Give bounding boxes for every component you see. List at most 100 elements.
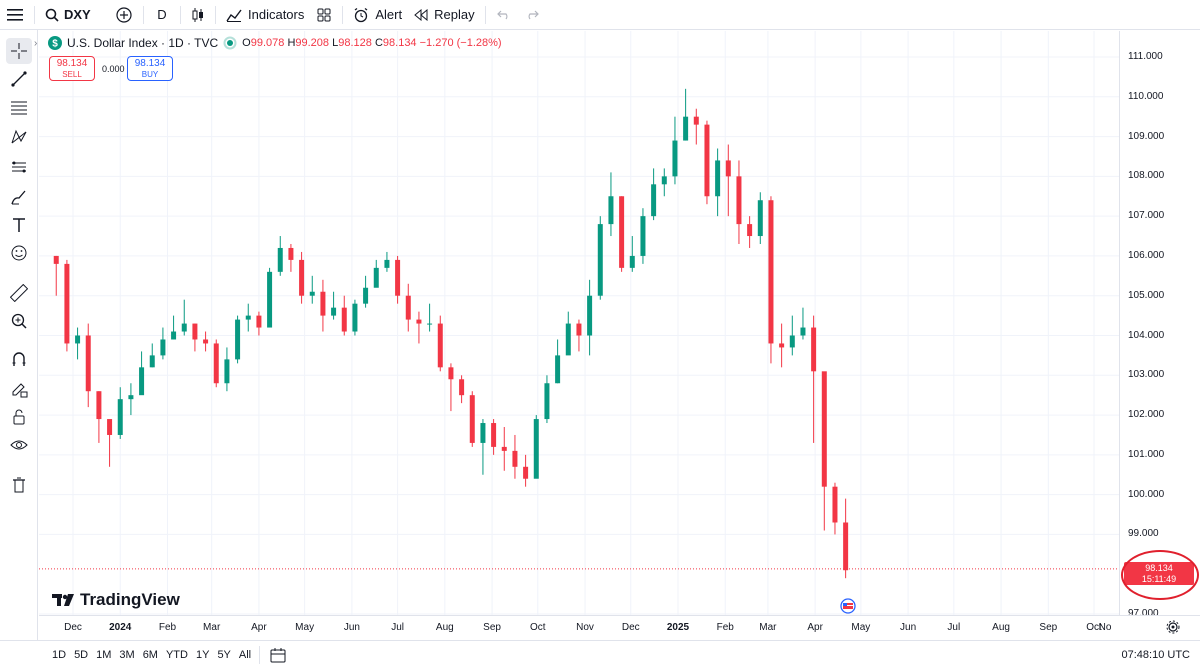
time-tick-label: Mar <box>759 622 777 633</box>
candle-body <box>501 446 507 451</box>
candle-body <box>811 327 817 372</box>
indicators-label: Indicators <box>248 7 305 22</box>
time-tick-label: Mar <box>203 622 221 633</box>
candle <box>800 307 806 340</box>
candle-body <box>299 259 305 296</box>
fib-tool[interactable] <box>6 94 32 120</box>
candle <box>416 311 422 344</box>
candle <box>117 387 123 439</box>
tradingview-watermark[interactable]: TradingView <box>52 590 180 610</box>
economic-event-flag-icon[interactable] <box>838 598 858 614</box>
redo-button[interactable] <box>518 0 546 30</box>
sell-button[interactable]: 98.134 SELL <box>49 56 95 81</box>
candle <box>597 216 603 300</box>
measure-tool[interactable] <box>6 280 32 306</box>
magnet-tool[interactable] <box>6 346 32 372</box>
remove-drawings[interactable] <box>6 472 32 498</box>
candle-body <box>224 359 230 384</box>
range-button-1d[interactable]: 1D <box>52 649 67 661</box>
symbol-search[interactable]: DXY <box>39 0 109 30</box>
candle-body <box>245 315 251 320</box>
candle <box>715 148 721 217</box>
range-button-6m[interactable]: 6M <box>142 649 158 661</box>
brush-tool[interactable] <box>6 184 32 210</box>
candle-body <box>213 343 219 384</box>
candle-body <box>480 423 486 443</box>
candle-body <box>757 200 763 237</box>
candle <box>171 315 177 340</box>
candle-body <box>459 379 465 396</box>
time-tick-label: Feb <box>716 622 734 633</box>
symbol-label: DXY <box>64 7 91 22</box>
candle-body <box>651 184 657 217</box>
calendar-range-icon[interactable] <box>270 647 286 663</box>
text-tool[interactable] <box>6 212 32 238</box>
price-tick-label: 101.000 <box>1128 448 1165 460</box>
lock-drawing-mode[interactable] <box>6 376 32 402</box>
axis-settings-gear-icon[interactable] <box>1166 620 1180 634</box>
market-status-icon <box>223 36 237 50</box>
layout-grid-icon <box>317 8 331 21</box>
candle <box>704 120 710 205</box>
time-tick-label: Oct <box>1086 622 1102 633</box>
time-axis[interactable]: Dec 2024 Feb Mar Apr May Jun Jul Aug Sep Oct Nov Dec… <box>39 615 1200 640</box>
price-axis[interactable]: 111.000 110.000 109.000 108.000 107.000 106.0… <box>1119 31 1200 619</box>
indicators-button[interactable]: Indicators <box>220 0 310 30</box>
range-button-ytd[interactable]: YTD <box>165 649 188 661</box>
range-button-1m[interactable]: 1M <box>96 649 112 661</box>
candle <box>149 343 155 368</box>
compare-button[interactable] <box>109 0 139 30</box>
candle <box>85 323 91 408</box>
lock-all-drawings[interactable] <box>6 404 32 430</box>
candle-body <box>704 124 710 197</box>
zoom-tool[interactable] <box>6 308 32 334</box>
divider <box>34 5 35 24</box>
candle <box>139 351 145 396</box>
candle <box>512 434 518 479</box>
candle <box>213 339 219 388</box>
candle <box>160 327 166 360</box>
candle-body <box>779 343 785 348</box>
divider <box>215 5 216 24</box>
range-button-5y[interactable]: 5Y <box>217 649 231 661</box>
alert-button[interactable]: Alert <box>347 0 408 30</box>
candle <box>427 303 433 332</box>
chart-pane[interactable] <box>39 31 1159 615</box>
pattern-tool[interactable] <box>6 124 32 150</box>
candle-body <box>619 196 625 268</box>
range-button-5d[interactable]: 5D <box>74 649 89 661</box>
crosshair-tool[interactable] <box>6 38 32 64</box>
time-tick-label: Oct <box>530 622 546 633</box>
drawing-toolbar <box>0 30 38 640</box>
range-button-3m[interactable]: 3M <box>119 649 135 661</box>
candle <box>619 196 625 272</box>
candle-body <box>235 319 241 360</box>
legend-title[interactable]: U.S. Dollar Index · 1D · TVC <box>67 36 219 50</box>
interval-button[interactable]: D <box>148 0 176 30</box>
candle-body <box>352 303 358 332</box>
time-tick-label: Apr <box>251 622 267 633</box>
replay-button[interactable]: Replay <box>408 0 480 30</box>
buy-price: 98.134 <box>134 58 166 69</box>
chart-type-button[interactable] <box>185 0 211 30</box>
prediction-tool[interactable] <box>6 154 32 180</box>
candle-body <box>512 450 518 467</box>
menu-button[interactable] <box>0 0 30 30</box>
trend-line-tool[interactable] <box>6 66 32 92</box>
undo-button[interactable] <box>490 0 518 30</box>
candle <box>320 279 326 332</box>
utc-clock[interactable]: 07:48:10 UTC <box>1121 649 1190 661</box>
smiley-icon <box>11 245 27 261</box>
price-tick-label: 108.000 <box>1128 170 1165 182</box>
crosshair-icon <box>11 43 27 59</box>
range-button-all[interactable]: All <box>238 649 252 661</box>
hide-drawings[interactable] <box>6 432 32 458</box>
time-tick-label: Jul <box>391 622 404 633</box>
candle <box>672 116 678 185</box>
range-button-1y[interactable]: 1Y <box>195 649 210 661</box>
magnet-icon <box>12 352 26 366</box>
emoji-tool[interactable] <box>6 240 32 266</box>
collapse-legend-icon[interactable]: › <box>34 37 38 49</box>
buy-button[interactable]: 98.134 BUY <box>127 56 173 81</box>
templates-button[interactable] <box>310 0 338 30</box>
